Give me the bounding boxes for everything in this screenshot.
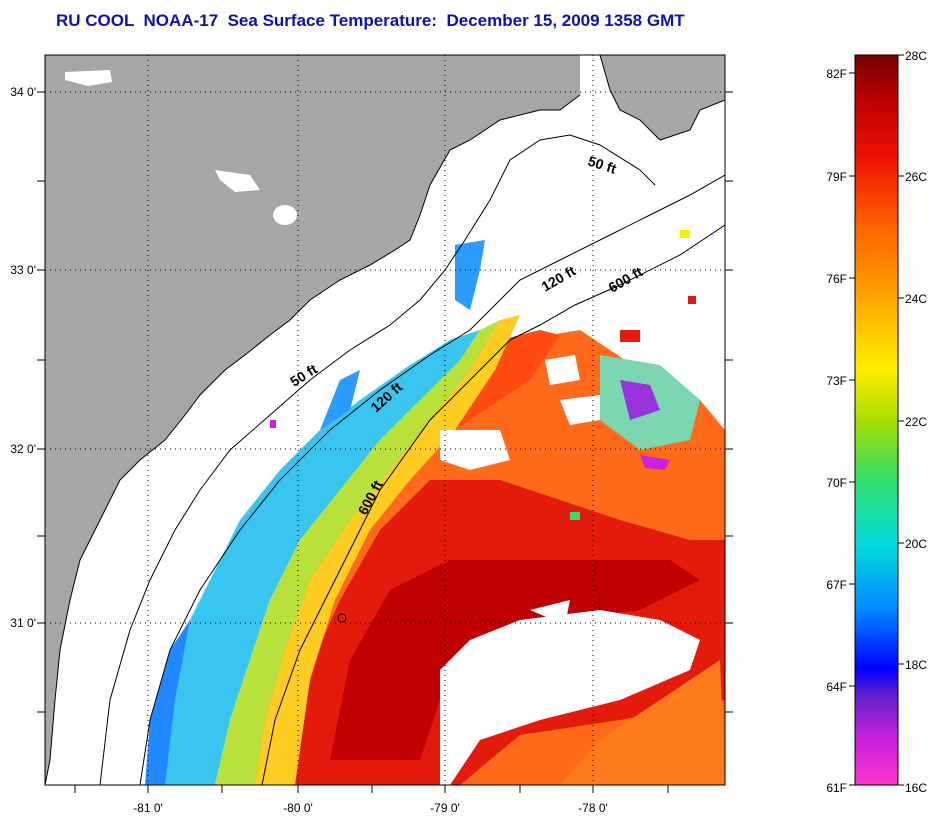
colorbar-f-label: 79F [826,170,847,184]
map-frame [44,54,726,786]
lat-label: 32 0' [10,442,36,456]
colorbar-gradient [854,54,899,786]
lon-label: -78 0' [578,801,608,815]
colorbar-f-label: 82F [826,67,847,81]
colorbar-f-label: 67F [826,578,847,592]
colorbar-c-label: 26C [905,170,927,184]
isobath-600ft [261,224,725,785]
tick-marks [37,91,733,793]
colorbar-c-label: 16C [905,781,927,795]
colorbar-c-label: 18C [905,658,927,672]
colorbar-f-label: 64F [826,680,847,694]
graticule [45,55,725,785]
land [45,55,580,785]
colorbar-c-label: 24C [905,292,927,306]
map-title: RU COOL NOAA-17 Sea Surface Temperature:… [56,11,685,30]
lat-label: 34 0' [10,85,36,99]
colorbar-f-label: 73F [826,374,847,388]
colorbar-f-label: 70F [826,476,847,490]
colorbar-c-label: 22C [905,415,927,429]
colorbar: 82F 79F 76F 73F 70F 67F 64F 61F 28C 26C … [826,49,927,795]
sst-field [145,65,725,785]
colorbar-c-label: 20C [905,537,927,551]
colorbar-f-label: 61F [826,781,847,795]
isobath-50ft [99,134,656,785]
lat-label: 33 0' [10,263,36,277]
colorbar-c-label: 28C [905,49,927,63]
lon-label: -79 0' [430,801,460,815]
coastline [45,94,581,785]
colorbar-f-label: 76F [826,272,847,286]
lat-label: 31 0' [10,616,36,630]
lon-label: -81 0' [133,801,163,815]
lon-label: -80 0' [283,801,313,815]
isobath-120ft [139,174,725,785]
